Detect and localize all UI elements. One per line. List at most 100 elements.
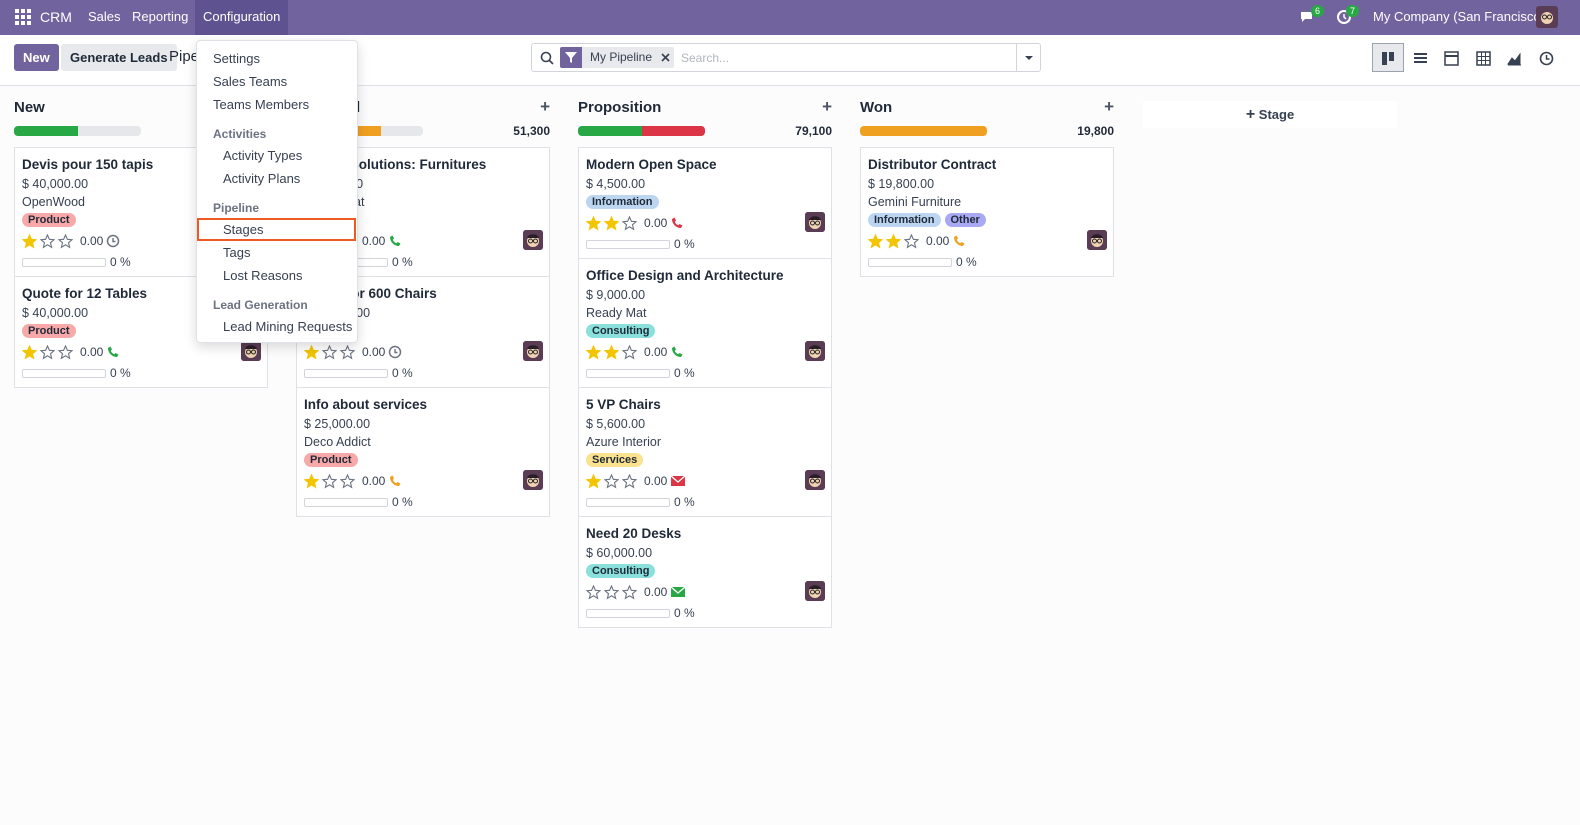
tag: Services [586,453,644,467]
lead-card[interactable]: Distributor Contract $ 19,800.00 Gemini Fu… [860,147,1114,277]
messages-icon[interactable] [1299,9,1317,25]
lead-card[interactable]: Modern Open Space $ 4,500.00 Information 0.… [578,147,832,259]
activity-icon[interactable] [670,345,684,359]
priority-star[interactable] [322,473,337,489]
configuration-dropdown: Settings Sales Teams Teams Members Activiti… [196,40,358,343]
progress-segment[interactable] [338,126,381,136]
priority-star[interactable] [40,344,55,360]
priority-star[interactable] [340,473,355,489]
activity-icon[interactable] [670,216,684,230]
company-switcher[interactable]: My Company (San Francisco) [1373,9,1545,24]
priority-star[interactable] [886,233,901,249]
activity-icon[interactable] [670,474,686,488]
tag: Consulting [586,324,656,338]
activity-icon[interactable] [388,474,402,488]
view-button[interactable] [1404,43,1436,72]
lead-score: 0.00 [80,234,104,248]
facet-remove[interactable] [658,47,674,68]
view-button[interactable] [1372,43,1404,72]
lead-score: 0.00 [926,234,950,248]
priority-star[interactable] [340,344,355,360]
priority-star[interactable] [622,584,637,600]
lead-card[interactable]: Office Design and Architecture $ 9,000.00… [578,258,832,388]
activity-icon[interactable] [106,345,120,359]
priority-star[interactable] [40,233,55,249]
progress-segment[interactable] [14,126,78,136]
probability-row: 0 % [586,493,824,511]
search-toggle[interactable] [1016,44,1041,71]
apps-icon[interactable] [15,9,31,25]
search-box[interactable]: My Pipeline Search... [531,43,1041,72]
priority-star[interactable] [586,584,601,600]
priority-star[interactable] [304,344,319,360]
search-facet[interactable]: My Pipeline [560,47,675,68]
lead-name: Office Design and Architecture [586,268,784,283]
priority-star[interactable] [622,215,637,231]
progress-segment[interactable] [860,126,987,136]
lead-name: Need 20 Desks [586,526,682,541]
salesperson-avatar [805,470,825,490]
activity-icon[interactable] [388,234,402,248]
salesperson-avatar [805,581,825,601]
priority-star[interactable] [622,344,637,360]
column-total: 79,100 [795,124,832,138]
generate-leads-button[interactable]: Generate Leads [61,44,177,71]
progress-segment[interactable] [641,126,705,136]
priority-star[interactable] [58,344,73,360]
priority-star[interactable] [604,344,619,360]
nav-menu-item[interactable]: Reporting [132,9,189,24]
activity-icon[interactable] [106,234,120,248]
nav-menu-item[interactable]: Sales [88,9,121,24]
app-name[interactable]: CRM [40,9,72,25]
activities-icon[interactable] [1336,9,1352,25]
tag: Consulting [586,564,656,578]
activity-icon[interactable] [388,345,402,359]
priority-star[interactable] [622,473,637,489]
view-button[interactable] [1498,43,1530,72]
menu-item[interactable]: Settings [197,47,357,70]
priority-star[interactable] [868,233,883,249]
menu-item[interactable]: Activity Plans [197,167,357,190]
user-avatar[interactable] [1536,6,1558,28]
priority-star[interactable] [58,233,73,249]
menu-item-label: Tags [223,245,251,260]
quick-create[interactable]: + [1104,97,1114,116]
priority-star[interactable] [586,215,601,231]
menu-item[interactable]: Teams Members [197,93,357,116]
priority-star[interactable] [604,215,619,231]
lead-card[interactable]: Need 20 Desks $ 60,000.00 Consulting 0.00 0 … [578,516,832,628]
priority-star[interactable] [604,584,619,600]
view-button[interactable] [1530,43,1562,72]
new-button[interactable]: New [14,44,59,71]
priority-star[interactable] [586,344,601,360]
priority-star[interactable] [22,344,37,360]
menu-item[interactable]: Stages [197,218,357,241]
menu-item[interactable]: Activity Types [197,144,357,167]
progress-segment[interactable] [578,126,642,136]
priority-star[interactable] [322,344,337,360]
lead-revenue: $ 4,500.00 [586,177,646,191]
priority-star[interactable] [22,233,37,249]
activity-icon[interactable] [670,585,686,599]
add-stage-button[interactable]: + Stage [1143,101,1397,128]
menu-item[interactable]: Lost Reasons [197,264,357,287]
nav-menu-item[interactable]: Configuration [195,0,289,35]
menu-item[interactable]: Lead Mining Requests [197,315,357,338]
lead-card[interactable]: 5 VP Chairs $ 5,600.00 Azure Interior Servi… [578,387,832,517]
lead-score: 0.00 [362,474,386,488]
lead-card[interactable]: Info about services $ 25,000.00 Deco Addic… [296,387,550,517]
activity-icon[interactable] [952,234,966,248]
priority-star[interactable] [586,473,601,489]
highlight-box [197,218,356,241]
menu-item[interactable]: Tags [197,241,357,264]
avatar-face [523,470,543,490]
priority-row: 0.00 [586,580,824,604]
priority-star[interactable] [304,473,319,489]
priority-star[interactable] [904,233,919,249]
quick-create[interactable]: + [540,97,550,116]
quick-create[interactable]: + [822,97,832,116]
priority-star[interactable] [604,473,619,489]
view-button[interactable] [1435,43,1467,72]
menu-item[interactable]: Sales Teams [197,70,357,93]
view-button[interactable] [1467,43,1499,72]
